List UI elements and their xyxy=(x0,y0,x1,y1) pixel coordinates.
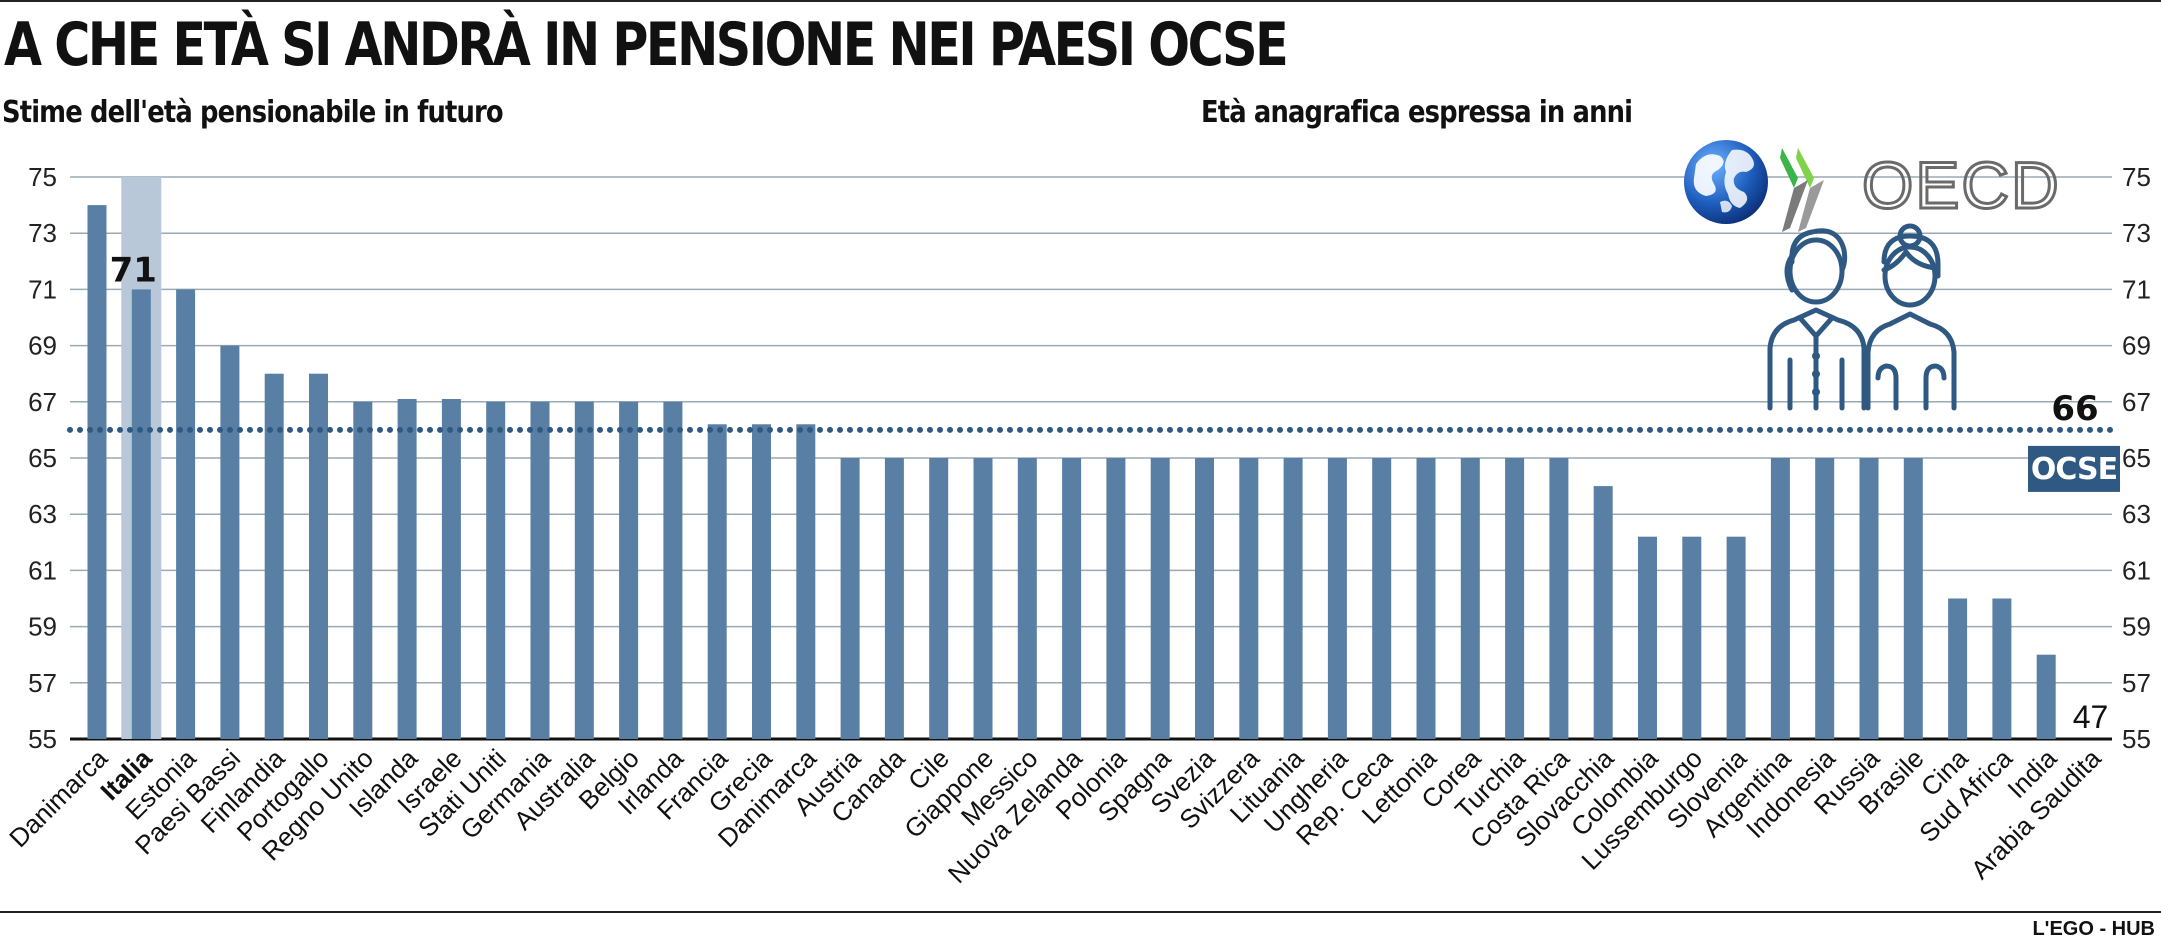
bar xyxy=(1593,486,1613,739)
globe-icon xyxy=(1684,140,1768,224)
y-tick-label-right: 61 xyxy=(2122,555,2151,585)
y-tick-label-right: 63 xyxy=(2122,499,2151,529)
bar xyxy=(1239,458,1259,739)
y-tick-label-right: 67 xyxy=(2122,387,2151,417)
average-value-label: 66 xyxy=(2051,389,2098,429)
highlight-value-label: 71 xyxy=(110,250,157,290)
y-tick-label-left: 61 xyxy=(28,555,57,585)
bar xyxy=(1859,458,1879,739)
bar xyxy=(1017,458,1037,739)
bar xyxy=(1549,458,1569,739)
y-tick-label-left: 65 xyxy=(28,443,57,473)
bar xyxy=(574,401,594,739)
bar xyxy=(1770,458,1790,739)
y-tick-label-left: 63 xyxy=(28,499,57,529)
bar xyxy=(220,345,240,739)
average-badge-label: OCSE xyxy=(2031,452,2117,487)
bar xyxy=(441,398,461,739)
bar xyxy=(1106,458,1126,739)
bar xyxy=(1903,458,1923,739)
bars: 71 47 xyxy=(87,205,2109,740)
y-tick-label-right: 75 xyxy=(2122,162,2151,192)
unit-note: Età anagrafica espressa in anni xyxy=(1201,95,1633,130)
bar xyxy=(1460,458,1480,739)
y-tick-label-left: 75 xyxy=(28,162,57,192)
y-tick-label-left: 69 xyxy=(28,331,57,361)
bar xyxy=(2036,654,2056,739)
source-credit: L'EGO - HUB xyxy=(2032,918,2155,940)
elderly-couple-icon xyxy=(1767,223,1957,411)
bar-chart: 71 47 75 75 73 73 71 71 69 69 67 67 65 65 63 63 61 61 59 5… xyxy=(3,140,2151,889)
bar xyxy=(707,424,727,739)
bar xyxy=(1150,458,1170,739)
oecd-chevron-icon xyxy=(1780,148,1824,232)
bar xyxy=(1505,458,1525,739)
gridlines xyxy=(70,176,2112,741)
bar xyxy=(884,458,904,739)
bar xyxy=(929,458,949,739)
y-tick-label-left: 73 xyxy=(28,218,57,248)
bar xyxy=(530,401,550,739)
y-tick-label-left: 57 xyxy=(28,668,57,698)
bar xyxy=(1638,536,1657,739)
y-tick-label-right: 65 xyxy=(2122,443,2151,473)
bar xyxy=(1283,458,1303,739)
bar xyxy=(973,458,993,739)
y-tick-label-left: 67 xyxy=(28,387,57,417)
bar xyxy=(619,401,639,739)
bar xyxy=(87,205,107,740)
bar xyxy=(264,373,284,739)
y-tick-label-right: 59 xyxy=(2122,612,2151,642)
bar xyxy=(309,373,328,739)
bar xyxy=(131,289,151,739)
y-tick-label-right: 55 xyxy=(2122,724,2151,754)
bar xyxy=(1195,458,1214,739)
bar xyxy=(752,424,771,739)
y-tick-label-left: 59 xyxy=(28,612,57,642)
bar xyxy=(796,424,816,739)
bar xyxy=(176,289,196,739)
elderly-woman-icon xyxy=(1865,223,1957,411)
y-axis-ticks: 75 75 73 73 71 71 69 69 67 67 65 65 63 63 61 61 59 59 57 57… xyxy=(28,162,2151,754)
oecd-logo-text: OECD xyxy=(1862,148,2061,222)
bar xyxy=(1062,458,1082,739)
bar xyxy=(1726,536,1746,739)
bar xyxy=(1682,536,1702,739)
y-tick-label-right: 57 xyxy=(2122,668,2151,698)
bar xyxy=(1327,458,1347,739)
elderly-man-icon xyxy=(1767,228,1867,411)
y-tick-label-right: 69 xyxy=(2122,331,2151,361)
x-tick-label: Danimarca xyxy=(3,743,113,853)
y-tick-label-left: 71 xyxy=(28,274,57,304)
chart-title: A CHE ETÀ SI ANDRÀ IN PENSIONE NEI PAESI… xyxy=(4,10,1289,80)
bar xyxy=(1815,458,1835,739)
bar xyxy=(1372,458,1392,739)
oecd-logo: OECD xyxy=(1684,140,2061,232)
offscale-value-label: 47 xyxy=(2073,699,2109,735)
bar xyxy=(840,458,860,739)
bar xyxy=(486,401,506,739)
chart-subtitle: Stime dell'età pensionabile in futuro xyxy=(2,95,504,130)
y-tick-label-left: 55 xyxy=(28,724,57,754)
bottom-rule xyxy=(0,911,2161,913)
y-tick-label-right: 73 xyxy=(2122,218,2151,248)
bar xyxy=(1416,458,1436,739)
bar xyxy=(1992,598,2012,739)
average-line-group: 66 OCSE xyxy=(67,389,2120,492)
bar xyxy=(353,401,373,739)
bar xyxy=(1948,598,1968,739)
y-tick-label-right: 71 xyxy=(2122,274,2151,304)
average-badge xyxy=(2028,445,2120,492)
top-rule xyxy=(0,0,2161,2)
bar xyxy=(397,398,417,739)
bar xyxy=(663,401,683,739)
